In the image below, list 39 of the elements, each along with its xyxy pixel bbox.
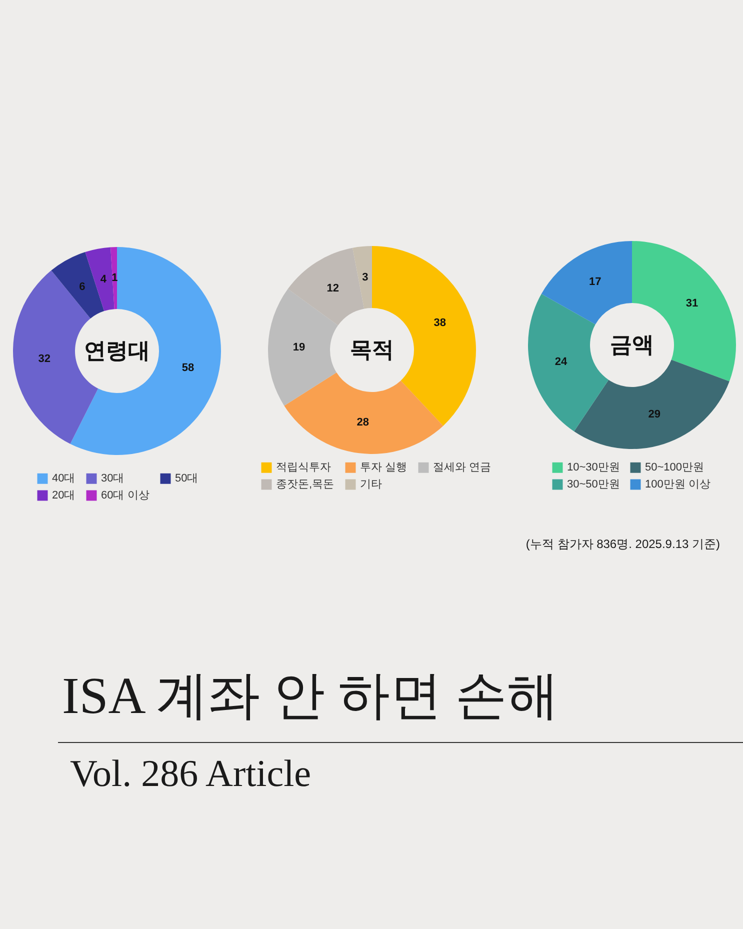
donut-slice (574, 360, 730, 449)
data-label: 38 (434, 317, 446, 330)
legend-label: 적립식투자 (276, 462, 331, 474)
donut-slice (284, 372, 444, 454)
text: 목적 (350, 337, 394, 362)
text: ISA 계좌 안 하면 손해 (62, 667, 559, 727)
legend-label: 40대 (52, 472, 76, 485)
data-label: 31 (686, 297, 698, 310)
data-label: 28 (356, 416, 369, 428)
data-label: 19 (292, 342, 306, 354)
legend-label: 30대 (101, 472, 124, 485)
data-label: 24 (554, 356, 568, 368)
donut-slice (528, 294, 609, 432)
text: (누적 참가자 836명. 2025.9.13 기준) (526, 537, 720, 552)
data-label: 4 (100, 273, 108, 286)
legend-label: 절세와 연금 (433, 462, 492, 474)
legend-label: 투자 실행 (360, 462, 408, 474)
data-label: 17 (589, 276, 602, 288)
legend-label: 100만원 이상 (645, 478, 710, 490)
donut-slice (541, 241, 632, 324)
legend-label: 종잣돈,목돈 (276, 478, 334, 490)
legend-label: 30~50만원 (567, 478, 620, 490)
text: 금액 (610, 332, 654, 357)
donut-slice (70, 247, 221, 455)
legend-label: 10~30만원 (567, 462, 620, 474)
legend-label: 20대 (52, 490, 76, 502)
data-label: 12 (326, 282, 340, 294)
legend-label: 50~100만원 (645, 462, 704, 474)
text: 연령대 (84, 338, 150, 363)
data-label: 58 (182, 362, 194, 374)
donut-slice (51, 252, 104, 318)
data-label: 29 (648, 408, 660, 420)
legend-label: 기타 (360, 478, 382, 490)
legend-label: 60대 이상 (101, 490, 150, 502)
data-label: 3 (362, 271, 368, 284)
legend-label: 50대 (175, 472, 198, 485)
text: Vol. 286 Article (70, 752, 312, 797)
data-label: 32 (38, 352, 51, 365)
data-label: 6 (79, 280, 86, 293)
